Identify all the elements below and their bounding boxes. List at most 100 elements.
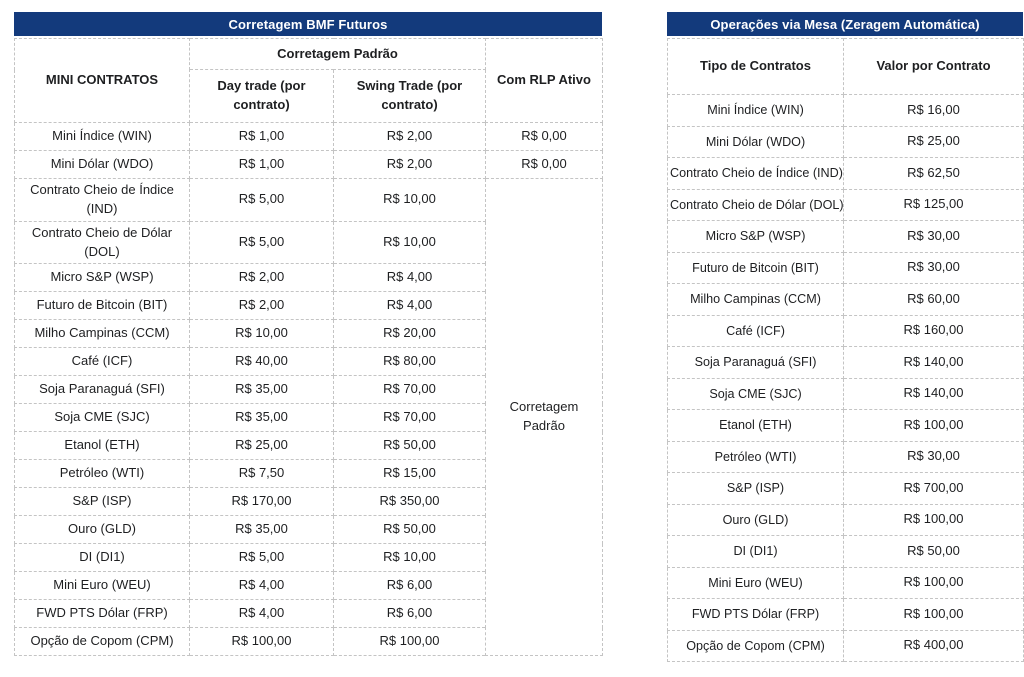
bmf-cell-swing-trade: R$ 80,00: [333, 347, 486, 377]
mesa-cell-contract: Mini Euro (WEU): [667, 566, 844, 599]
bmf-cell-day-trade: R$ 10,00: [189, 319, 334, 349]
mesa-table-title: Operações via Mesa (Zeragem Automática): [667, 12, 1023, 36]
mesa-cell-contract: Soja Paranaguá (SFI): [667, 346, 844, 379]
mesa-header-row: Tipo de Contratos Valor por Contrato: [667, 38, 1024, 95]
bmf-cell-day-trade: R$ 25,00: [189, 431, 334, 461]
col-header-tipo-de-contratos: Tipo de Contratos: [667, 38, 844, 95]
bmf-cell-swing-trade: R$ 10,00: [333, 178, 486, 222]
mesa-cell-contract: Milho Campinas (CCM): [667, 283, 844, 316]
bmf-cell-swing-trade: R$ 4,00: [333, 291, 486, 321]
bmf-cell-day-trade: R$ 7,50: [189, 459, 334, 489]
bmf-cell-contract: Ouro (GLD): [14, 515, 190, 545]
mesa-cell-contract: Contrato Cheio de Índice (IND): [667, 157, 844, 190]
mesa-cell-value: R$ 400,00: [843, 629, 1024, 662]
bmf-cell-day-trade: R$ 4,00: [189, 571, 334, 601]
mesa-cell-contract: Ouro (GLD): [667, 503, 844, 536]
bmf-header-row-1: MINI CONTRATOS Corretagem Padrão Com RLP…: [14, 38, 603, 123]
table-row: Café (ICF) R$ 40,00 R$ 80,00: [14, 347, 603, 377]
bmf-cell-contract: Mini Índice (WIN): [14, 122, 190, 151]
bmf-cell-swing-trade: R$ 10,00: [333, 220, 486, 265]
mesa-table-card: Operações via Mesa (Zeragem Automática) …: [667, 12, 1024, 662]
table-row: Contrato Cheio de Dólar (DOL) R$ 125,00: [667, 188, 1024, 221]
table-row: DI (DI1) R$ 50,00: [667, 535, 1024, 568]
mesa-cell-value: R$ 160,00: [843, 314, 1024, 347]
bmf-cell-swing-trade: R$ 2,00: [333, 122, 486, 151]
col-header-corretagem-padrao-group: Corretagem Padrão: [189, 38, 486, 70]
bmf-cell-swing-trade: R$ 100,00: [333, 627, 486, 657]
table-row: DI (DI1) R$ 5,00 R$ 10,00: [14, 543, 603, 573]
bmf-cell-contract: Mini Dólar (WDO): [14, 150, 190, 179]
bmf-cell-contract: Mini Euro (WEU): [14, 571, 190, 601]
mesa-cell-value: R$ 60,00: [843, 283, 1024, 316]
bmf-cell-swing-trade: R$ 4,00: [333, 263, 486, 293]
mesa-cell-value: R$ 30,00: [843, 440, 1024, 473]
table-row: Café (ICF) R$ 160,00: [667, 314, 1024, 347]
table-row: Soja CME (SJC) R$ 140,00: [667, 377, 1024, 410]
table-row: Milho Campinas (CCM) R$ 10,00 R$ 20,00: [14, 319, 603, 349]
bmf-cell-day-trade: R$ 2,00: [189, 291, 334, 321]
mesa-cell-contract: Micro S&P (WSP): [667, 220, 844, 253]
bmf-cell-swing-trade: R$ 350,00: [333, 487, 486, 517]
bmf-cell-contract: Soja Paranaguá (SFI): [14, 375, 190, 405]
mesa-cell-value: R$ 100,00: [843, 409, 1024, 442]
bmf-cell-day-trade: R$ 5,00: [189, 220, 334, 265]
bmf-cell-swing-trade: R$ 10,00: [333, 543, 486, 573]
bmf-cell-day-trade: R$ 1,00: [189, 122, 334, 151]
table-row: Mini Euro (WEU) R$ 100,00: [667, 566, 1024, 599]
mesa-cell-contract: DI (DI1): [667, 535, 844, 568]
bmf-cell-contract: Café (ICF): [14, 347, 190, 377]
bmf-cell-contract: Etanol (ETH): [14, 431, 190, 461]
bmf-table-body: Mini Índice (WIN) R$ 1,00 R$ 2,00 R$ 0,00 Mi…: [14, 122, 603, 657]
table-row: Etanol (ETH) R$ 100,00: [667, 409, 1024, 442]
bmf-cell-rlp: R$ 0,00: [485, 122, 603, 151]
table-row: Contrato Cheio de Dólar (DOL) R$ 5,00 R$ 1…: [14, 220, 603, 265]
bmf-cell-swing-trade: R$ 50,00: [333, 431, 486, 461]
bmf-cell-contract: Opção de Copom (CPM): [14, 627, 190, 657]
bmf-cell-rlp: R$ 0,00: [485, 150, 603, 179]
table-row: Contrato Cheio de Índice (IND) R$ 5,00 R$ …: [14, 177, 603, 657]
table-row: Mini Dólar (WDO) R$ 25,00: [667, 125, 1024, 158]
bmf-cell-rlp-merged: Corretagem Padrão: [485, 177, 603, 657]
bmf-cell-day-trade: R$ 35,00: [189, 515, 334, 545]
mesa-cell-contract: FWD PTS Dólar (FRP): [667, 598, 844, 631]
bmf-cell-day-trade: R$ 4,00: [189, 599, 334, 629]
bmf-cell-day-trade: R$ 5,00: [189, 178, 334, 222]
table-row: Futuro de Bitcoin (BIT) R$ 2,00 R$ 4,00: [14, 291, 603, 321]
mesa-cell-value: R$ 700,00: [843, 472, 1024, 505]
col-header-day-trade: Day trade (por contrato): [189, 69, 334, 123]
bmf-cell-swing-trade: R$ 15,00: [333, 459, 486, 489]
bmf-cell-day-trade: R$ 100,00: [189, 627, 334, 657]
bmf-futuros-table-card: Corretagem BMF Futuros MINI CONTRATOS Co…: [14, 12, 603, 657]
table-row: Micro S&P (WSP) R$ 30,00: [667, 220, 1024, 253]
bmf-header-row-2: Day trade (por contrato) Swing Trade (po…: [15, 69, 603, 123]
bmf-cell-contract: Contrato Cheio de Índice (IND): [14, 178, 190, 222]
bmf-cell-day-trade: R$ 5,00: [189, 543, 334, 573]
bmf-cell-swing-trade: R$ 70,00: [333, 375, 486, 405]
bmf-futuros-table: MINI CONTRATOS Corretagem Padrão Com RLP…: [14, 38, 603, 657]
table-row: FWD PTS Dólar (FRP) R$ 100,00: [667, 598, 1024, 631]
mesa-cell-value: R$ 50,00: [843, 535, 1024, 568]
bmf-cell-contract: Micro S&P (WSP): [14, 263, 190, 293]
mesa-cell-value: R$ 62,50: [843, 157, 1024, 190]
mesa-cell-value: R$ 16,00: [843, 94, 1024, 127]
mesa-cell-contract: Futuro de Bitcoin (BIT): [667, 251, 844, 284]
table-row: Soja Paranaguá (SFI) R$ 140,00: [667, 346, 1024, 379]
mesa-cell-value: R$ 30,00: [843, 251, 1024, 284]
col-header-com-rlp-ativo: Com RLP Ativo: [485, 38, 603, 123]
col-header-valor-por-contrato: Valor por Contrato: [843, 38, 1024, 95]
bmf-cell-day-trade: R$ 40,00: [189, 347, 334, 377]
table-row: Mini Euro (WEU) R$ 4,00 R$ 6,00: [14, 571, 603, 601]
bmf-cell-contract: Petróleo (WTI): [14, 459, 190, 489]
bmf-cell-swing-trade: R$ 6,00: [333, 599, 486, 629]
col-header-mini-contratos: MINI CONTRATOS: [14, 38, 190, 123]
mesa-cell-value: R$ 30,00: [843, 220, 1024, 253]
table-row: Mini Índice (WIN) R$ 1,00 R$ 2,00 R$ 0,00: [14, 122, 603, 151]
bmf-cell-swing-trade: R$ 20,00: [333, 319, 486, 349]
mesa-cell-contract: Etanol (ETH): [667, 409, 844, 442]
bmf-cell-day-trade: R$ 170,00: [189, 487, 334, 517]
mesa-table-body: Mini Índice (WIN) R$ 16,00 Mini Dólar (WDO…: [667, 94, 1024, 662]
table-row: Contrato Cheio de Índice (IND) R$ 62,50: [667, 157, 1024, 190]
table-row: Ouro (GLD) R$ 35,00 R$ 50,00: [14, 515, 603, 545]
bmf-cell-day-trade: R$ 35,00: [189, 403, 334, 433]
table-row: Soja CME (SJC) R$ 35,00 R$ 70,00: [14, 403, 603, 433]
